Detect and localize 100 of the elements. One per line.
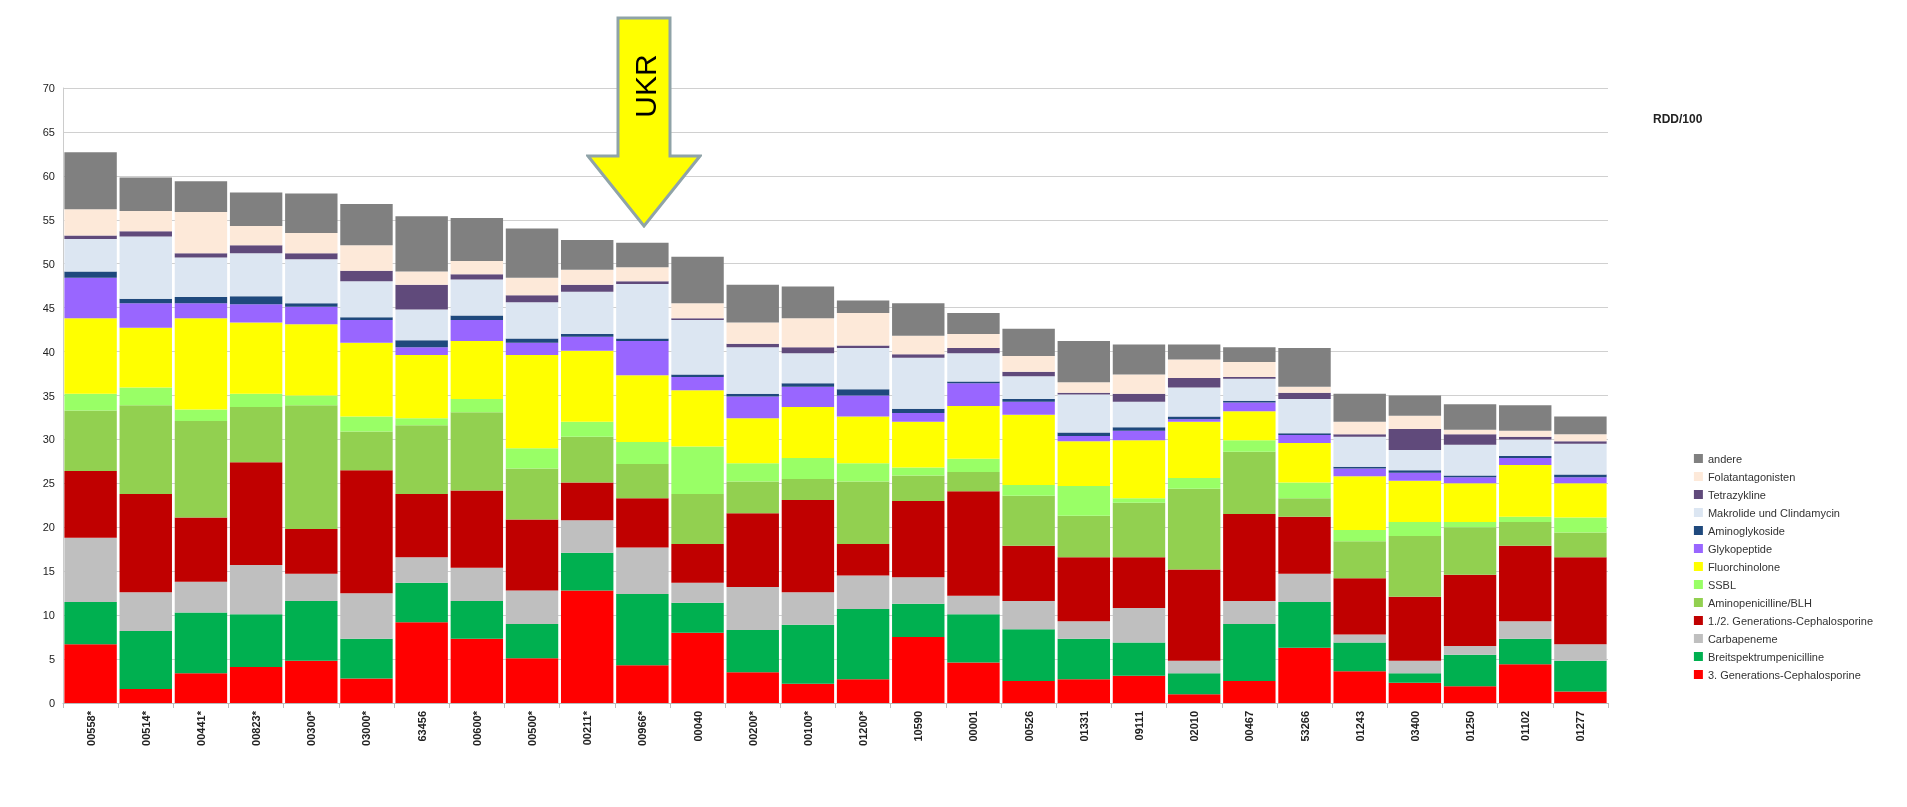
bar: [947, 595, 1000, 615]
bar: [285, 259, 338, 304]
bar: [285, 405, 338, 530]
bar: [1333, 634, 1386, 643]
bar: [450, 341, 504, 400]
bar: [505, 519, 559, 591]
bar: [1333, 642, 1386, 672]
y-tick-label: 0: [48, 697, 55, 709]
bar: [560, 520, 614, 553]
y-tick-label: 60: [42, 169, 55, 182]
bar: [1554, 660, 1607, 692]
bar: [229, 245, 283, 254]
bar: [671, 390, 724, 447]
bar: [119, 211, 172, 232]
bar: [947, 491, 1000, 596]
bar: [395, 493, 448, 558]
bar: [1278, 647, 1331, 703]
bar: [1499, 522, 1552, 546]
bar: [726, 587, 779, 631]
bar: [1554, 416, 1607, 435]
bar: [1443, 483, 1497, 523]
bar: [505, 302, 559, 339]
bar: [505, 448, 559, 469]
bar: [1278, 442, 1331, 483]
annotation: UKR: [629, 54, 662, 118]
bar: [1002, 545, 1055, 602]
bar: [892, 637, 945, 703]
bar: [285, 529, 338, 574]
bar: [781, 624, 835, 684]
arrow-icon: UKR: [586, 16, 702, 228]
bar: [726, 481, 779, 514]
bar: [1278, 348, 1331, 387]
bar: [1223, 681, 1276, 703]
bar: [836, 395, 890, 417]
bar: [1554, 441, 1607, 444]
bar: [671, 319, 724, 375]
bar: [1388, 480, 1442, 523]
bar: [395, 355, 448, 419]
bar: [64, 239, 117, 272]
bar: [119, 493, 172, 593]
bar: [395, 582, 448, 623]
bar: [450, 601, 504, 639]
bar: [1167, 421, 1221, 479]
bar: [781, 353, 835, 384]
bar: [395, 271, 448, 285]
bar: [1112, 502, 1166, 558]
bar: [1443, 434, 1497, 445]
bar: [1057, 341, 1111, 383]
bar: [1278, 386, 1331, 393]
bar: [1388, 536, 1442, 597]
bar: [671, 543, 724, 583]
bar: [616, 547, 669, 595]
bar: [781, 406, 835, 458]
bar: [1388, 596, 1442, 661]
bar: [1002, 399, 1055, 402]
bar: [450, 567, 504, 602]
bar: [892, 408, 945, 414]
bar: [1388, 472, 1442, 481]
bar: [671, 602, 724, 633]
bar: [1499, 439, 1552, 457]
bar: [1443, 444, 1497, 476]
bar: [947, 471, 1000, 492]
bar: [174, 297, 228, 304]
bar: [119, 327, 172, 388]
bar: [174, 673, 228, 703]
bar: [1002, 376, 1055, 400]
bar: [671, 377, 724, 391]
bar: [836, 608, 890, 680]
bar: [892, 354, 945, 358]
bar: [1057, 432, 1111, 436]
bar: [1278, 573, 1331, 602]
bar: [285, 660, 338, 703]
bar: [395, 309, 448, 341]
bar: [616, 338, 669, 342]
y-tick-label: 20: [42, 521, 55, 534]
x-tick-label: 00040: [691, 711, 704, 742]
bar: [1112, 344, 1166, 375]
bar: [340, 593, 393, 639]
bar: [616, 283, 669, 339]
bar: [560, 284, 614, 292]
bar: [340, 638, 393, 679]
bar: [671, 256, 724, 304]
bar: [174, 612, 228, 674]
x-tick-label: 53266: [1298, 711, 1311, 742]
bar: [1002, 328, 1055, 356]
bar: [1278, 498, 1331, 517]
bar: [616, 242, 669, 268]
bar: [1223, 362, 1276, 378]
x-tick-label: 10590: [912, 711, 925, 742]
bar: [1554, 483, 1607, 518]
bar: [450, 319, 504, 342]
bar: [450, 274, 504, 280]
x-tick-label: 01331: [1077, 711, 1090, 742]
bar: [1167, 387, 1221, 417]
bar: [781, 386, 835, 407]
bar: [726, 284, 779, 323]
bar: [450, 490, 504, 568]
bar: [64, 393, 117, 411]
bar: [781, 383, 835, 387]
legend-label: Aminopenicilline/BLH: [1707, 596, 1812, 609]
